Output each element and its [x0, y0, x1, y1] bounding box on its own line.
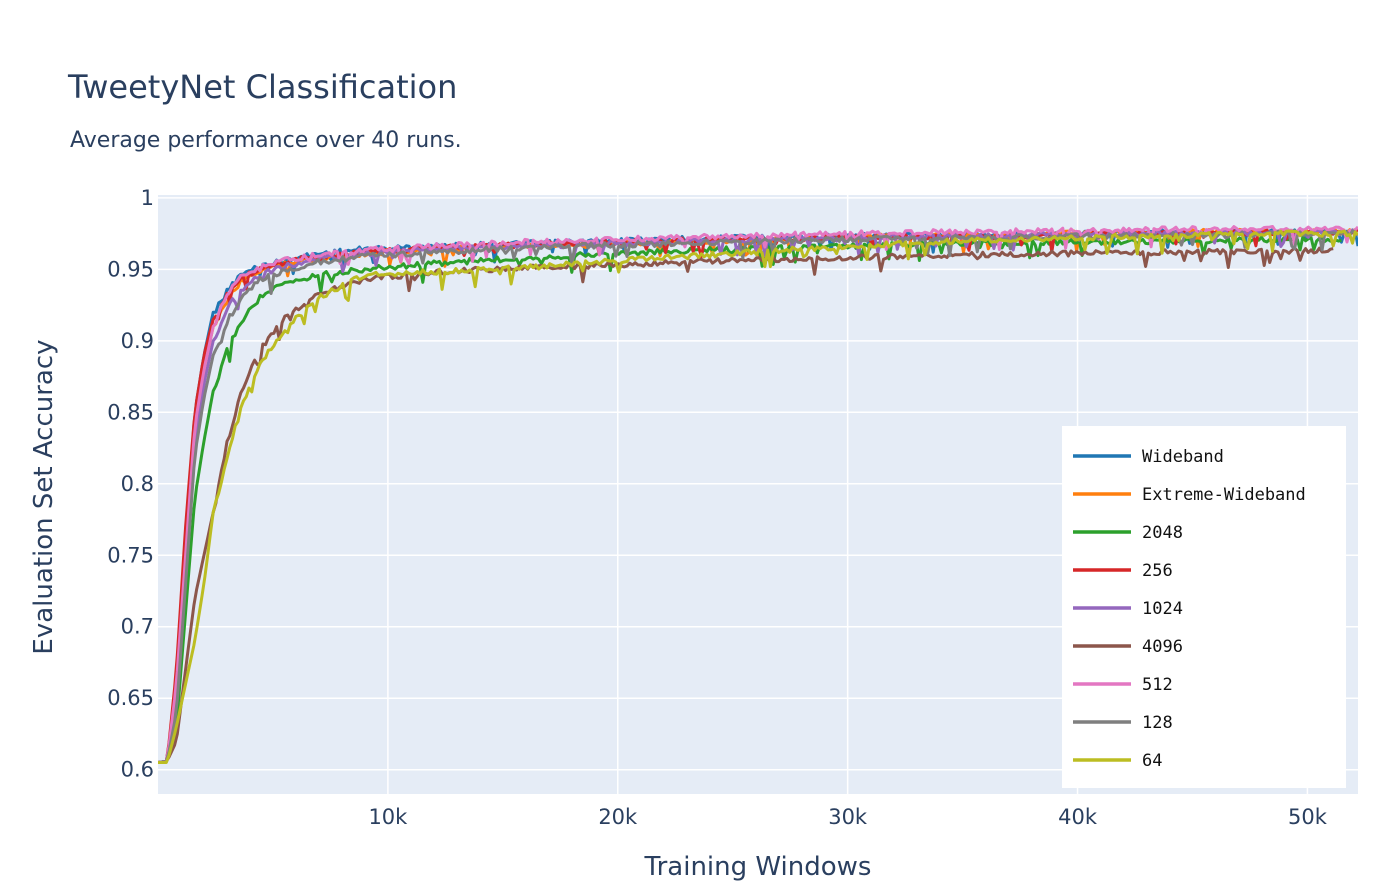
legend-item-64[interactable]: 64 [1073, 751, 1162, 771]
legend-item-extreme-wideband[interactable]: Extreme-Wideband [1073, 485, 1306, 505]
legend-item-256[interactable]: 256 [1073, 561, 1173, 581]
legend-label: 128 [1142, 713, 1173, 733]
legend-label: 64 [1142, 751, 1162, 771]
series-line-64 [158, 229, 1358, 764]
x-tick-label: 20k [598, 805, 638, 829]
y-tick-label: 0.65 [107, 686, 154, 710]
x-tick-label: 30k [828, 805, 868, 829]
y-tick-label: 0.8 [121, 472, 154, 496]
x-tick-label: 50k [1288, 805, 1328, 829]
y-tick-label: 1 [141, 186, 154, 210]
legend-label: 4096 [1142, 637, 1183, 657]
y-tick-label: 0.7 [121, 615, 154, 639]
y-tick-label: 0.85 [107, 400, 154, 424]
x-tick-label: 10k [368, 805, 408, 829]
chart-subtitle: Average performance over 40 runs. [70, 128, 462, 153]
legend-label: 256 [1142, 561, 1173, 581]
legend-item-512[interactable]: 512 [1073, 675, 1173, 695]
legend-label: 512 [1142, 675, 1173, 695]
legend-item-4096[interactable]: 4096 [1073, 637, 1183, 657]
legend-label: 2048 [1142, 523, 1183, 543]
legend-item-1024[interactable]: 1024 [1073, 599, 1183, 619]
legend-label: 1024 [1142, 599, 1183, 619]
chart-title: TweetyNet Classification [67, 68, 457, 106]
x-axis-title: Training Windows [644, 852, 872, 882]
series-line-512 [158, 225, 1358, 764]
legend-label: Extreme-Wideband [1142, 485, 1306, 505]
y-tick-label: 0.95 [107, 257, 154, 281]
legend-label: Wideband [1142, 447, 1224, 467]
legend-item-2048[interactable]: 2048 [1073, 523, 1183, 543]
legend[interactable]: Wideband Extreme-Wideband 2048 256 1024 4096 5… [1062, 426, 1346, 788]
series-lines [158, 225, 1358, 764]
legend-item-wideband[interactable]: Wideband [1073, 447, 1224, 467]
y-tick-label: 0.9 [121, 329, 154, 353]
legend-item-128[interactable]: 128 [1073, 713, 1173, 733]
x-axis-ticks: 10k 20k 30k 40k 50k [368, 805, 1327, 829]
y-axis-title: Evaluation Set Accuracy [29, 339, 59, 654]
y-axis-ticks: 0.6 0.65 0.7 0.75 0.8 0.85 0.9 0.95 1 [107, 186, 154, 782]
y-tick-label: 0.6 [121, 758, 154, 782]
series-line-2048 [158, 235, 1342, 764]
x-tick-label: 40k [1058, 805, 1098, 829]
y-tick-label: 0.75 [107, 543, 154, 567]
